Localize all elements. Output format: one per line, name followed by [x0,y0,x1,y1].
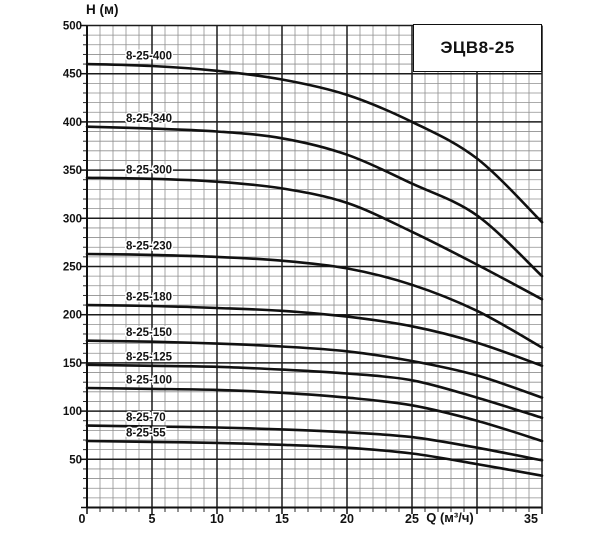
y-tick-label: 400 [63,117,82,129]
x-tick-label: 25 [405,512,419,526]
y-axis-title: H (м) [86,2,119,17]
y-tick-label: 200 [63,310,82,322]
curve-label-8-25-55: 8-25-55 [126,428,166,440]
curve-8-25-125 [85,363,544,420]
curve-label-8-25-70: 8-25-70 [126,412,166,424]
x-tick-label: 35 [524,512,538,526]
curve-8-25-180 [85,303,544,368]
y-tick-label: 300 [63,213,82,225]
curve-label-8-25-125: 8-25-125 [126,351,173,363]
curve-8-25-300 [85,176,544,301]
y-tick-label: 50 [69,454,82,466]
y-tick-label: 500 [63,21,82,33]
x-tick-label: 0 [79,512,86,526]
curve-8-25-150 [85,339,544,399]
x-tick-label: 10 [210,512,224,526]
curve-label-8-25-150: 8-25-150 [126,327,172,339]
y-tick-label: 150 [63,358,82,370]
curve-label-8-25-100: 8-25-100 [126,375,172,387]
y-tick-label: 100 [63,406,82,418]
curve-label-8-25-400: 8-25-400 [126,51,172,63]
y-tick-label: 250 [63,262,82,274]
curve-8-25-400 [85,62,544,224]
curve-8-25-230 [85,252,544,349]
x-tick-label: 20 [340,512,354,526]
curve-8-25-70 [85,424,544,462]
y-tick-label: 450 [63,69,82,81]
curve-8-25-340 [85,125,544,278]
curve-label-8-25-340: 8-25-340 [126,113,172,125]
chart-title: ЭЦВ8-25 [440,38,515,57]
x-tick-label: 15 [275,512,289,526]
curve-8-25-100 [85,386,544,443]
chart-title-box: ЭЦВ8-25 [413,24,542,72]
curve-8-25-55 [85,439,544,477]
curve-label-8-25-180: 8-25-180 [126,292,172,304]
y-tick-label: 350 [63,165,82,177]
curve-label-8-25-230: 8-25-230 [126,241,172,253]
curve-label-8-25-300: 8-25-300 [126,164,172,176]
x-axis-title: Q (м³/ч) [426,510,474,525]
x-tick-label: 5 [149,512,156,526]
